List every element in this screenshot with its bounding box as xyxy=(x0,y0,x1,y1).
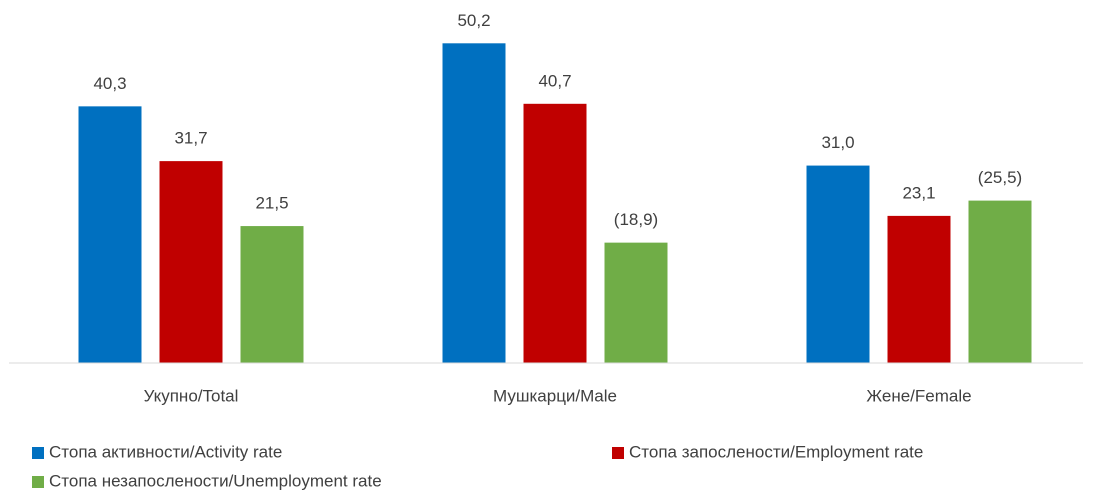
bar xyxy=(806,165,870,363)
x-tick-label: Жене/Female xyxy=(866,386,971,405)
value-label: 31,0 xyxy=(821,133,854,152)
bar xyxy=(78,106,142,363)
bar xyxy=(523,103,587,363)
value-label: 40,7 xyxy=(538,71,571,90)
legend-label: Стопа незапослености/Unemployment rate xyxy=(49,471,382,490)
value-label: 23,1 xyxy=(902,183,935,202)
x-tick-label: Мушкарци/Male xyxy=(493,386,617,405)
bar xyxy=(887,215,951,363)
value-label: 31,7 xyxy=(174,129,207,148)
bar xyxy=(240,226,304,363)
legend-swatch xyxy=(32,447,44,459)
value-label: (25,5) xyxy=(978,168,1022,187)
value-label: 21,5 xyxy=(255,194,288,213)
bar xyxy=(604,242,668,363)
x-tick-label: Укупно/Total xyxy=(144,386,239,405)
bar xyxy=(442,43,506,363)
value-label: 50,2 xyxy=(457,11,490,30)
bar xyxy=(968,200,1032,363)
legend-label: Стопа запослености/Employment rate xyxy=(629,442,923,461)
legend-swatch xyxy=(612,447,624,459)
value-label: 40,3 xyxy=(93,74,126,93)
value-label: (18,9) xyxy=(614,210,658,229)
legend-label: Стопа активности/Activity rate xyxy=(49,442,282,461)
legend-swatch xyxy=(32,476,44,488)
bar xyxy=(159,161,223,363)
